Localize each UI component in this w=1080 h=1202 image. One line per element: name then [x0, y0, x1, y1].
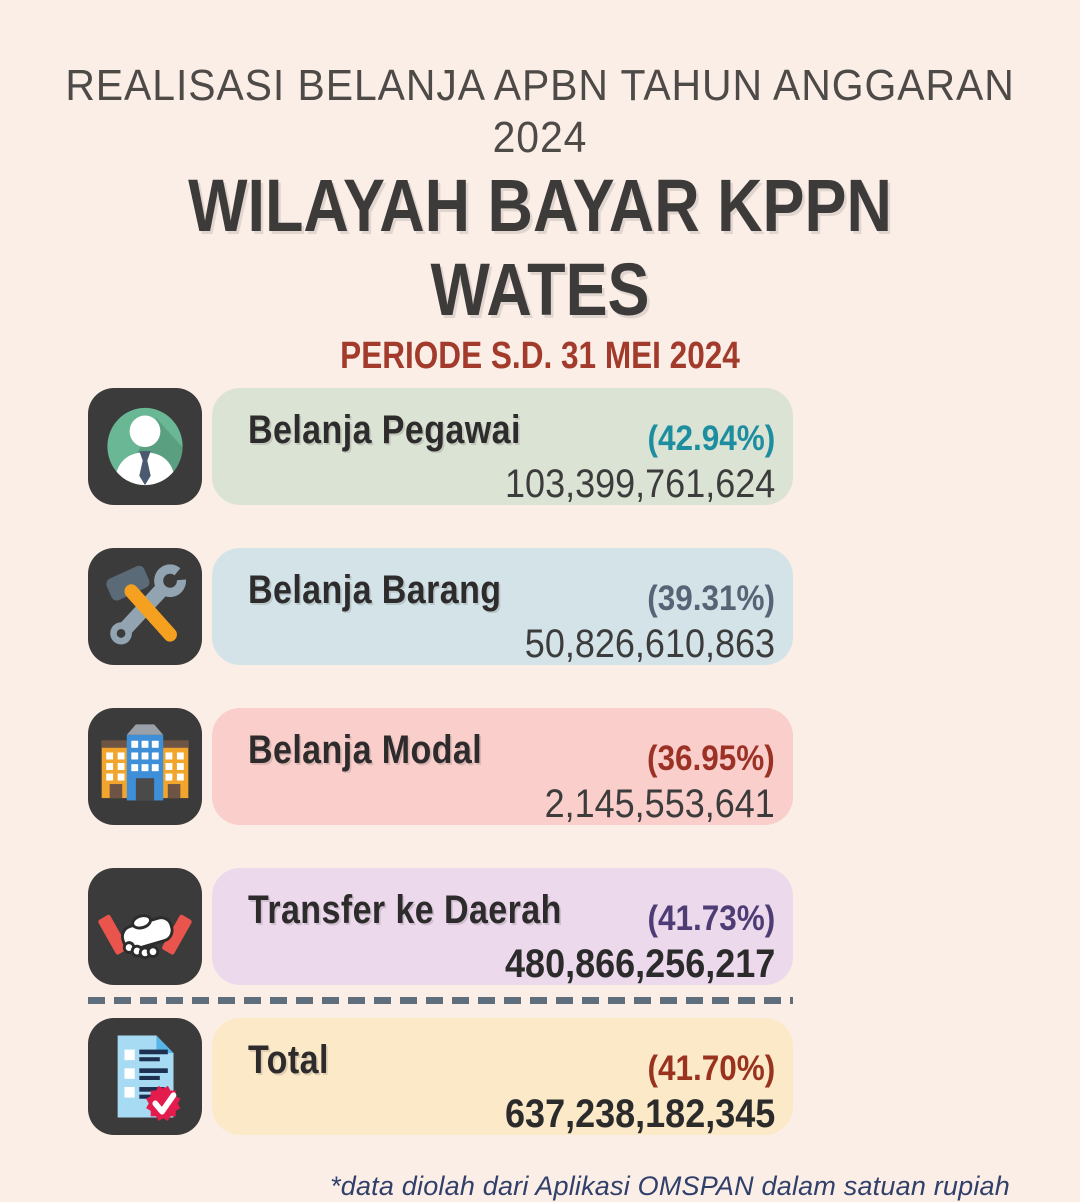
realization-value: 103,399,761,624 [504, 462, 775, 507]
icon-tile [88, 1018, 202, 1135]
realization-percent: (42.94%) [647, 419, 775, 458]
row-transfer-ke-daerah: Transfer ke Daerah (41.73%) 480,866,256,… [88, 868, 793, 987]
budget-card: Belanja Modal (36.95%) 2,145,553,641 [212, 708, 793, 827]
period-subtitle: PERIODE S.D. 31 MEI 2024 [340, 335, 740, 377]
document-check-icon [117, 1035, 181, 1121]
realization-value: 2,145,553,641 [544, 782, 775, 827]
row-belanja-pegawai: Belanja Pegawai (42.94%) 103,399,761,624 [88, 388, 793, 507]
header: REALISASI BELANJA APBN TAHUN ANGGARAN 20… [0, 0, 1080, 380]
budget-label: Belanja Barang [248, 568, 502, 612]
realization-percent: (39.31%) [647, 579, 775, 618]
icon-tile [88, 388, 202, 505]
icon-tile [88, 548, 202, 665]
realization-percent: (41.73%) [647, 899, 775, 938]
realization-value: 50,826,610,863 [524, 622, 775, 667]
budget-card: Total (41.70%) 637,238,182,345 [212, 1018, 793, 1137]
row-belanja-modal: Belanja Modal (36.95%) 2,145,553,641 [88, 708, 793, 827]
realization-percent: (36.95%) [647, 739, 775, 778]
footnote: *data diolah dari Aplikasi OMSPAN dalam … [330, 1171, 1010, 1201]
budget-rows: Belanja Pegawai (42.94%) 103,399,761,624 [88, 388, 793, 1137]
icon-tile [88, 868, 202, 985]
handshake-icon [98, 914, 192, 960]
budget-label: Transfer ke Daerah [248, 888, 562, 932]
budget-card: Transfer ke Daerah (41.73%) 480,866,256,… [212, 868, 793, 987]
supertitle: REALISASI BELANJA APBN TAHUN ANGGARAN 20… [65, 61, 1015, 162]
budget-label: Belanja Pegawai [248, 408, 521, 452]
row-total: Total (41.70%) 637,238,182,345 [88, 1018, 793, 1137]
icon-tile [88, 708, 202, 825]
person-icon [107, 407, 183, 486]
budget-label: Total [248, 1038, 329, 1082]
budget-card: Belanja Barang (39.31%) 50,826,610,863 [212, 548, 793, 667]
realization-value: 480,866,256,217 [504, 942, 775, 987]
tools-icon [106, 558, 200, 645]
budget-card: Belanja Pegawai (42.94%) 103,399,761,624 [212, 388, 793, 507]
budget-label: Belanja Modal [248, 728, 483, 772]
dashed-divider [88, 997, 793, 1004]
realization-percent: (41.70%) [647, 1049, 775, 1088]
page-title: WILAYAH BAYAR KPPN WATES [188, 164, 892, 331]
row-belanja-barang: Belanja Barang (39.31%) 50,826,610,863 [88, 548, 793, 667]
building-icon [101, 724, 189, 801]
realization-value: 637,238,182,345 [504, 1092, 775, 1137]
